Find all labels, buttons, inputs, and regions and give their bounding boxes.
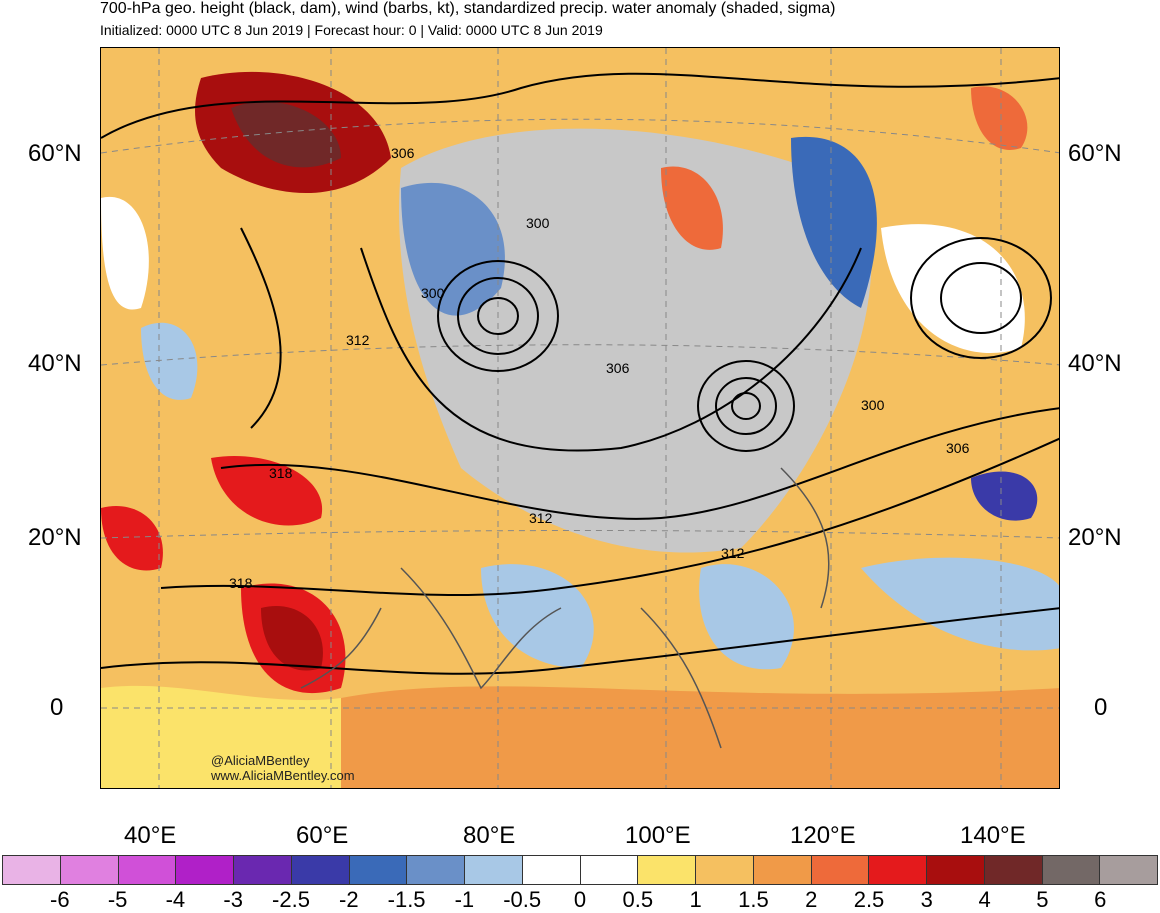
lon-label-40e: 40°E	[124, 822, 177, 849]
contour-label: 300	[861, 397, 885, 413]
contour-label: 318	[229, 575, 253, 591]
colorbar-swatch	[753, 856, 812, 884]
colorbar-swatch	[291, 856, 350, 884]
colorbar-tick-label: 6	[1094, 887, 1107, 912]
lat-label-20n-right: 20°N	[1068, 524, 1122, 551]
lat-label-eq-left: 0	[50, 694, 64, 721]
colorbar-tick-label: -6	[50, 887, 70, 912]
colorbar-swatch	[176, 856, 234, 884]
map-graphic: 306 300 312 300 306 300 306 318 312 312 318	[101, 48, 1059, 788]
colorbar-tick-label: -1	[454, 887, 475, 912]
lon-label-140e: 140°E	[960, 822, 1026, 849]
lat-label-40n-left: 40°N	[28, 350, 82, 377]
colorbar-swatch	[1042, 856, 1101, 884]
colorbar-tick-label: 1	[689, 887, 702, 912]
colorbar-swatch	[349, 856, 408, 884]
map-panel: 306 300 312 300 306 300 306 318 312 312 318 @Alici…	[100, 47, 1060, 789]
colorbar-swatch	[60, 856, 119, 884]
colorbar-tick-label: 2	[805, 887, 818, 912]
colorbar-swatch	[869, 856, 927, 884]
colorbar-tick-label: -4	[165, 887, 186, 912]
contour-label: 312	[721, 545, 745, 561]
credit-url: www.AliciaMBentley.com	[211, 768, 355, 783]
contour-label: 306	[946, 440, 970, 456]
colorbar-swatch	[522, 856, 581, 884]
colorbar-swatch	[638, 856, 696, 884]
colorbar-swatch	[580, 856, 639, 884]
colorbar-tick-label: -0.5	[503, 887, 542, 912]
contour-label: 306	[391, 145, 415, 161]
colorbar-swatch	[811, 856, 870, 884]
contour-label: 312	[529, 510, 553, 526]
colorbar-swatch	[465, 856, 523, 884]
contour-label: 312	[346, 332, 370, 348]
colorbar-tick-label: -1.5	[387, 887, 426, 912]
colorbar-tick-label: 0	[573, 887, 587, 912]
lat-label-60n-right: 60°N	[1068, 140, 1122, 167]
lon-label-120e: 120°E	[790, 822, 856, 849]
lat-label-40n-right: 40°N	[1068, 350, 1122, 377]
contour-label: 300	[421, 285, 445, 301]
colorbar-tick-label: 0.5	[622, 887, 654, 912]
colorbar-tick-label: 4	[978, 887, 991, 912]
colorbar-swatch	[1100, 856, 1157, 884]
colorbar-tick-label: -3	[223, 887, 243, 912]
colorbar-swatch	[3, 856, 61, 884]
colorbar-tick-label: 3	[920, 887, 933, 912]
contour-label: 318	[269, 465, 293, 481]
colorbar-tick-label: 1.5	[738, 887, 769, 912]
colorbar	[2, 855, 1158, 885]
credit-handle: @AliciaMBentley	[211, 753, 310, 768]
colorbar-swatch	[984, 856, 1043, 884]
lon-label-80e: 80°E	[463, 822, 516, 849]
colorbar-swatch	[118, 856, 177, 884]
colorbar-swatch	[696, 856, 754, 884]
colorbar-swatch	[927, 856, 985, 884]
lon-label-60e: 60°E	[296, 822, 349, 849]
colorbar-tick-label: -2	[339, 887, 359, 912]
colorbar-swatch	[407, 856, 465, 884]
lat-label-20n-left: 20°N	[28, 524, 82, 551]
colorbar-tick-label: -2.5	[272, 887, 310, 912]
colorbar-tick-label: 2.5	[853, 887, 885, 912]
contour-label: 306	[606, 360, 630, 376]
lon-label-100e: 100°E	[625, 822, 691, 849]
chart-title: 700-hPa geo. height (black, dam), wind (…	[100, 0, 836, 17]
lat-label-60n-left: 60°N	[28, 140, 82, 167]
chart-subtitle: Initialized: 0000 UTC 8 Jun 2019 | Forec…	[100, 22, 603, 38]
lat-label-eq-right: 0	[1094, 694, 1108, 721]
colorbar-tick-label: -5	[107, 887, 128, 912]
colorbar-tick-label: 5	[1036, 887, 1049, 912]
contour-label: 300	[526, 215, 550, 231]
colorbar-swatch	[234, 856, 292, 884]
